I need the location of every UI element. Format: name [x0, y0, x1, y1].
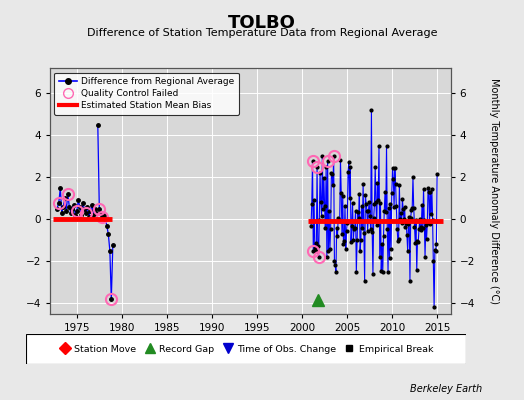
Legend: Difference from Regional Average, Quality Control Failed, Estimated Station Mean: Difference from Regional Average, Qualit…: [54, 72, 239, 115]
Text: Berkeley Earth: Berkeley Earth: [410, 384, 482, 394]
Legend: Station Move, Record Gap, Time of Obs. Change, Empirical Break: Station Move, Record Gap, Time of Obs. C…: [58, 343, 435, 355]
Text: Difference of Station Temperature Data from Regional Average: Difference of Station Temperature Data f…: [87, 28, 437, 38]
Text: TOLBO: TOLBO: [228, 14, 296, 32]
Y-axis label: Monthly Temperature Anomaly Difference (°C): Monthly Temperature Anomaly Difference (…: [489, 78, 499, 304]
